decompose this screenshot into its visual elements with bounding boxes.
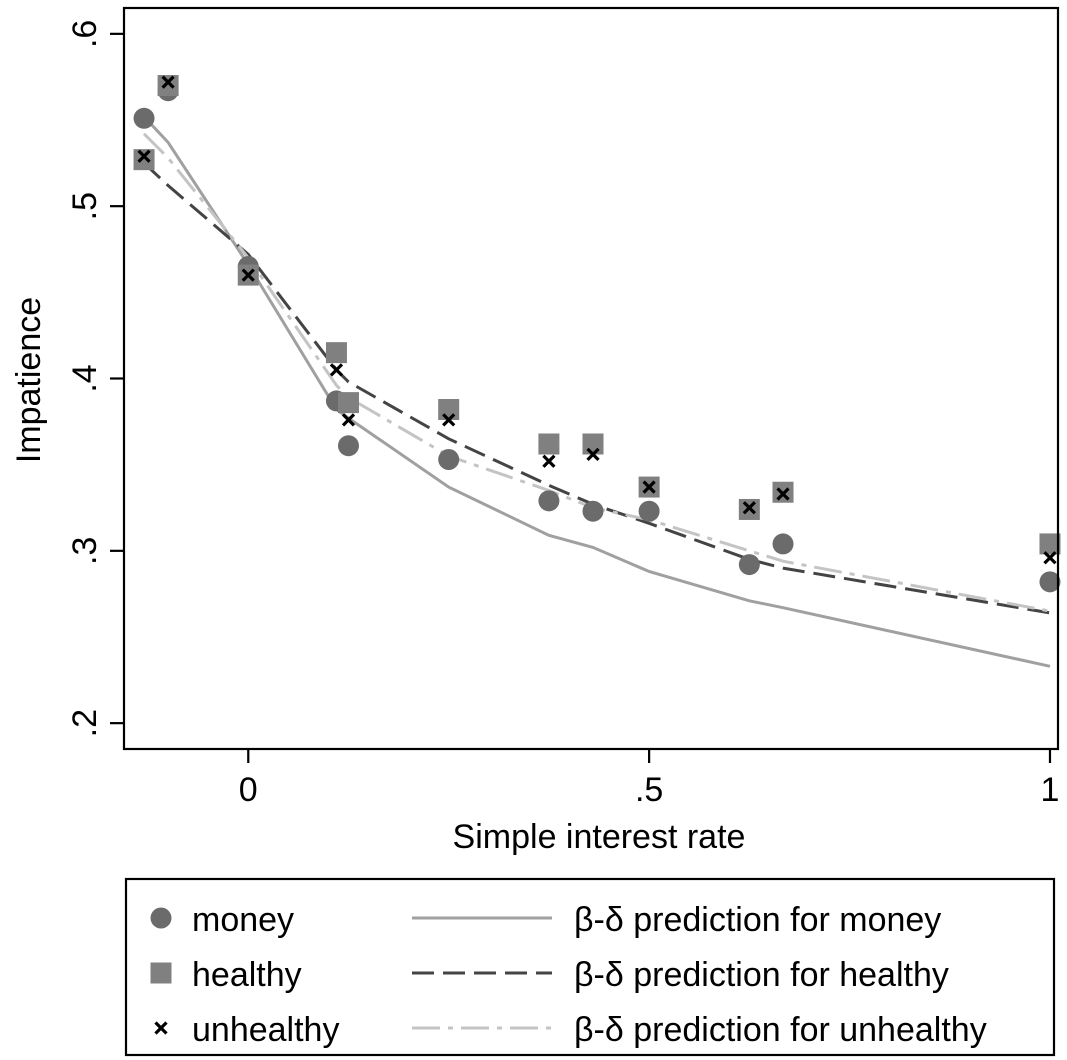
x-tick-label: .5 (635, 771, 663, 809)
legend: money healthy unhealthy β-δ prediction for … (124, 877, 1056, 1057)
data-point-unhealthy (586, 447, 600, 461)
data-point-healthy (157, 75, 179, 97)
data-point-money (738, 554, 760, 576)
data-point-healthy (582, 433, 604, 455)
series-line-money (142, 115, 1051, 668)
data-point-healthy (337, 392, 359, 414)
data-point-unhealthy (241, 268, 255, 282)
data-point-money (133, 107, 155, 129)
axes: 0 .5 1 .2 .3 .4 .5 .6 (66, 6, 1060, 809)
data-point-unhealthy (161, 75, 175, 89)
data-point-unhealthy (1043, 551, 1057, 565)
data-point-money (582, 500, 604, 522)
legend-box (124, 877, 1056, 1057)
data-point-unhealthy (137, 149, 151, 163)
legend-label-prediction-dash: β-δ prediction for healthy (574, 956, 949, 994)
data-point-money (438, 448, 460, 470)
legend-label-healthy: healthy (192, 956, 302, 994)
data-point-healthy (438, 399, 460, 421)
y-tick-label: .4 (66, 364, 104, 392)
legend-label-prediction-solid: β-δ prediction for money (574, 901, 941, 939)
data-point-money (538, 490, 560, 512)
x-tick-label: 1 (1041, 771, 1060, 809)
x-axis-title: Simple interest rate (453, 818, 746, 856)
y-tick-label: .5 (66, 192, 104, 220)
legend-label-unhealthy: unhealthy (192, 1011, 339, 1049)
data-point-unhealthy (329, 363, 344, 377)
x-tick-label: 0 (239, 771, 258, 809)
legend-label-prediction-dashdot: β-δ prediction for unhealthy (574, 1011, 987, 1049)
data-point-healthy (1039, 533, 1061, 555)
y-tick-label: .2 (66, 709, 104, 737)
legend-marker-circle (150, 907, 172, 929)
data-point-unhealthy (642, 480, 656, 494)
data-point-money (638, 500, 660, 522)
data-point-unhealthy (542, 454, 556, 468)
y-tick-label: .6 (66, 20, 104, 48)
data-point-healthy (538, 433, 560, 455)
legend-label-money: money (192, 901, 294, 939)
data-point-unhealthy (742, 501, 756, 515)
y-axis-title: Impatience (10, 297, 48, 463)
series-line-healthy (142, 162, 1051, 615)
legend-marker-x (154, 1021, 168, 1035)
data-point-healthy (133, 149, 155, 171)
data-point-unhealthy (776, 487, 790, 501)
legend-marker-square (150, 962, 172, 984)
data-point-money (772, 533, 794, 555)
series-line-unhealthy (142, 132, 1051, 613)
data-point-healthy (325, 342, 347, 364)
data-point-unhealthy (442, 413, 456, 427)
data-point-unhealthy (341, 413, 356, 427)
plot-area (133, 75, 1061, 668)
y-tick-label: .3 (66, 537, 104, 565)
data-point-money (337, 435, 359, 457)
data-point-money (1039, 571, 1061, 593)
